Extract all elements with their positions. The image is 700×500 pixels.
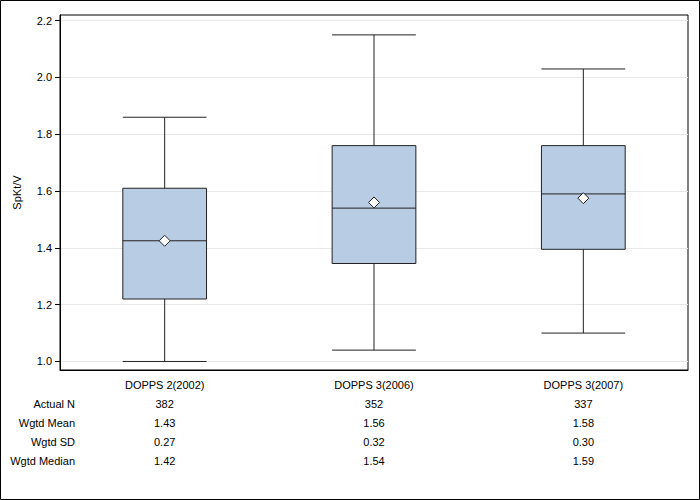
svg-text:1.42: 1.42 [154, 455, 175, 467]
svg-text:DOPPS 3(2007): DOPPS 3(2007) [544, 379, 623, 391]
svg-text:2.0: 2.0 [37, 71, 52, 83]
svg-text:2.2: 2.2 [37, 15, 52, 27]
svg-text:Wgtd Mean: Wgtd Mean [19, 417, 75, 429]
svg-text:1.2: 1.2 [37, 299, 52, 311]
svg-text:1.54: 1.54 [363, 455, 384, 467]
svg-text:DOPPS 2(2002): DOPPS 2(2002) [125, 379, 204, 391]
svg-text:Wgtd SD: Wgtd SD [31, 436, 75, 448]
svg-text:0.27: 0.27 [154, 436, 175, 448]
svg-text:1.0: 1.0 [37, 355, 52, 367]
svg-text:1.4: 1.4 [37, 242, 52, 254]
svg-text:1.6: 1.6 [37, 185, 52, 197]
svg-text:Wgtd Median: Wgtd Median [10, 455, 75, 467]
svg-text:1.59: 1.59 [573, 455, 594, 467]
svg-text:337: 337 [574, 398, 592, 410]
svg-text:1.56: 1.56 [363, 417, 384, 429]
svg-text:1.43: 1.43 [154, 417, 175, 429]
svg-text:SpKt/V: SpKt/V [11, 175, 23, 210]
svg-text:382: 382 [155, 398, 173, 410]
svg-text:352: 352 [365, 398, 383, 410]
svg-text:1.58: 1.58 [573, 417, 594, 429]
svg-text:0.30: 0.30 [573, 436, 594, 448]
svg-text:DOPPS 3(2006): DOPPS 3(2006) [334, 379, 413, 391]
svg-text:Actual N: Actual N [33, 398, 75, 410]
svg-text:0.32: 0.32 [363, 436, 384, 448]
svg-text:1.8: 1.8 [37, 128, 52, 140]
